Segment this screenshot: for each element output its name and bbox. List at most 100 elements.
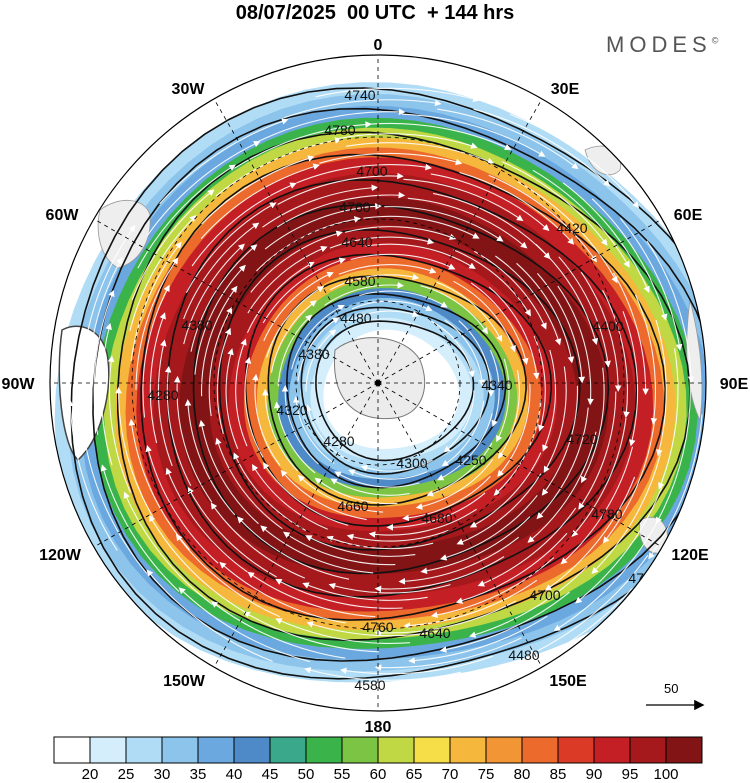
colorbar-tick-label: 20 [81,766,99,783]
streamline [474,250,547,330]
streamline [536,407,589,520]
streamline [553,520,659,632]
colorbar-swatch [341,736,379,764]
lon-label-60w: 60W [46,207,80,224]
colorbar-swatch [485,736,523,764]
streamline [533,335,546,432]
streamline [384,206,504,242]
streamline [517,181,618,284]
colorbar-swatch [413,736,451,764]
streamline [284,99,442,119]
streamline [131,189,215,301]
streamline [453,280,516,353]
streamline [305,535,416,557]
streamline [252,373,281,466]
streamline [403,178,524,222]
colorbar-tick-label: 40 [225,766,243,783]
streamline [263,271,334,342]
streamline [275,578,403,609]
lon-label-0: 0 [374,37,383,54]
streamline [634,294,658,425]
streamline [261,388,298,472]
contour-label: 4740 [628,570,659,586]
streamline [575,486,663,604]
streamline [541,385,578,496]
contour-label: 4780 [324,122,355,138]
streamline [350,253,456,270]
streamline [436,281,503,343]
streamline [346,529,449,542]
streamline [87,256,123,403]
streamline [368,508,477,538]
streamline [351,300,433,312]
contour-line-5 [192,204,610,575]
streamline [443,390,475,453]
streamline [655,319,667,457]
streamline [436,413,493,481]
streamline [527,431,597,543]
contour-label: 4780 [591,506,622,522]
streamline [115,386,154,517]
colorbar-tick-label: 60 [369,766,387,783]
streamline [501,161,608,246]
streamline [497,587,633,678]
contour-line-3 [140,153,667,621]
streamline [183,222,260,320]
streamline [488,286,540,380]
streamline [459,171,575,245]
colorbar-swatch [233,736,271,764]
streamline [324,281,405,306]
streamline [562,182,650,294]
streamline [291,305,345,370]
streamline [532,169,630,268]
streamline [208,306,233,417]
streamline [319,153,463,166]
streamline [282,531,396,566]
contour-line-1 [92,107,706,662]
streamline [345,142,495,164]
streamline [149,312,166,444]
streamline [184,399,236,516]
colorbar-swatch [665,736,703,764]
streamline [246,261,315,334]
streamline [536,273,586,384]
meridian-line [212,97,379,384]
streamline [602,421,655,544]
streamline [365,243,476,269]
map-border [49,54,707,712]
streamline [360,459,433,472]
colorbar-tick-label: 75 [477,766,495,783]
lon-label-180: 180 [365,719,392,736]
contour-label: 4740 [344,87,375,103]
streamline [339,655,493,675]
streamline [619,217,683,351]
streamline [453,249,531,317]
streamline [211,601,346,659]
latitude-circle [131,136,625,630]
streamline [281,385,319,465]
streamline [437,108,579,170]
colorbar-swatch [377,736,415,764]
streamline [215,437,283,530]
contour-label: 4300 [396,455,427,471]
streamline [175,533,280,618]
meridian-line [377,382,544,669]
streamline [334,471,420,488]
colorbar-tick-label: 65 [405,766,423,783]
streamline [578,391,617,510]
streamline [488,174,597,263]
contour-label: 4580 [344,273,375,289]
streamline [430,173,550,231]
streamline [250,230,343,293]
streamline [146,569,273,662]
colorbar-swatch [53,736,91,764]
streamline [81,433,148,574]
streamline [407,197,528,249]
landmass-pole [333,337,426,420]
streamline [225,348,239,450]
colorbar-swatch [161,736,199,764]
streamline [297,317,340,382]
streamline [439,591,570,653]
streamline [509,113,640,209]
streamline [493,400,542,496]
